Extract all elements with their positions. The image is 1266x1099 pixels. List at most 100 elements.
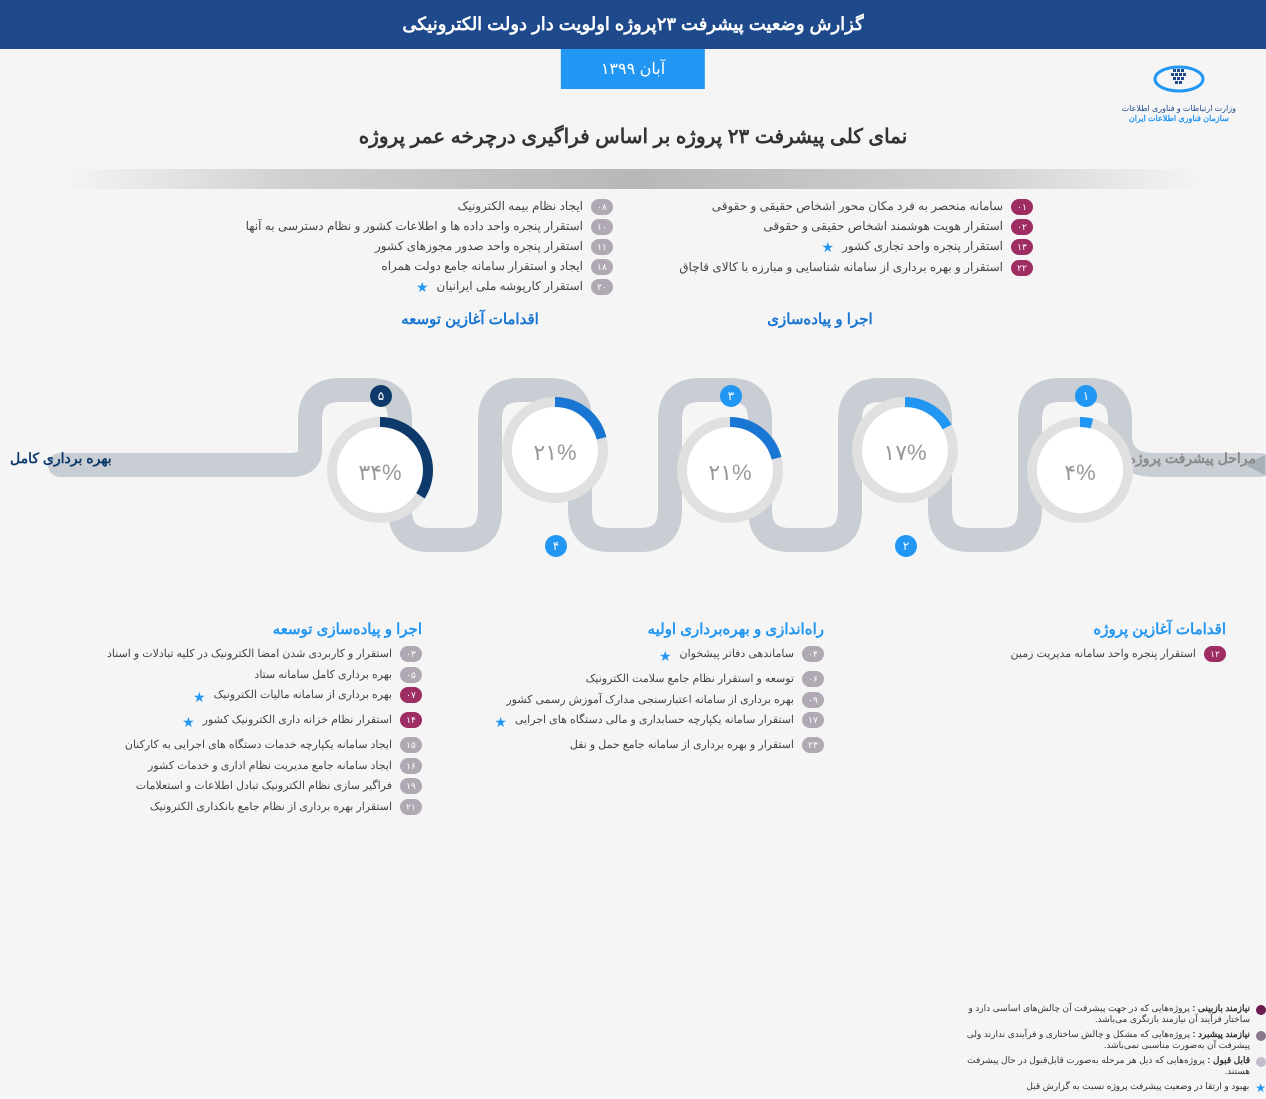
- project-number-badge: ۰۵: [400, 667, 422, 683]
- project-number-badge: ۰۹: [802, 692, 824, 708]
- project-number-badge: ۲۲: [1011, 260, 1033, 276]
- project-number-badge: ۲۱: [400, 799, 422, 815]
- project-row: ۰۸ ایجاد نظام بیمه الکترونیک: [233, 199, 613, 215]
- project-text: استقرار پنجره واحد سامانه مدیریت زمین: [1011, 646, 1196, 663]
- project-row: ۱۷ استقرار سامانه یکپارچه حسابداری و مال…: [442, 712, 824, 733]
- project-row: ۱۱ استقرار پنجره واحد صدور مجوزهای کشور: [233, 239, 613, 255]
- legend-item: ★ بهبود و ارتقا در وضعیت پیشرفت پروژه نس…: [946, 1081, 1266, 1095]
- improvement-star-icon: ★: [821, 239, 834, 256]
- project-number-badge: ۲۳: [802, 737, 824, 753]
- progress-percent: ۴%: [1064, 460, 1095, 486]
- project-row: ۲۱ استقرار بهره برداری از نظام جامع بانک…: [40, 799, 422, 816]
- main-title: نمای کلی پیشرفت ۲۳ پروژه بر اساس فراگیری…: [359, 124, 908, 149]
- column-title: اقدامات آغازین پروژه: [844, 620, 1226, 638]
- column-title: اجرا و پیاده‌سازی توسعه: [40, 620, 422, 638]
- project-row: ۰۳ استقرار و کاربردی شدن امضا الکترونیک …: [40, 646, 422, 663]
- project-number-badge: ۱۸: [591, 259, 613, 275]
- progress-donut: ۳۴%: [320, 415, 440, 530]
- legend-item: نیازمند پیشبرد : پروژه‌هایی که مشکل و چا…: [946, 1029, 1266, 1051]
- project-row: ۱۸ ایجاد و استقرار سامانه جامع دولت همرا…: [233, 259, 613, 275]
- legend-dot: [1256, 1057, 1266, 1067]
- project-number-badge: ۲۰: [591, 279, 613, 295]
- top-project-lists: ۰۱ سامانه منحصر به فرد مکان محور اشخاص ح…: [40, 199, 1226, 300]
- org-name-1: وزارت ارتباطات و فناوری اطلاعات: [1122, 104, 1236, 114]
- project-number-badge: ۱۱: [591, 239, 613, 255]
- improvement-star-icon: ★: [193, 687, 206, 708]
- project-row: ۱۵ ایجاد سامانه یکپارچه خدمات دستگاه های…: [40, 737, 422, 754]
- project-row: ۲۲ استقرار و بهره برداری از سامانه شناسا…: [653, 260, 1033, 276]
- top-right-column: ۰۱ سامانه منحصر به فرد مکان محور اشخاص ح…: [653, 199, 1033, 300]
- improvement-star-icon: ★: [182, 712, 195, 733]
- bottom-column: اجرا و پیاده‌سازی توسعه ۰۳ استقرار و کار…: [40, 620, 422, 819]
- sub-header: آبان ۱۳۹۹ وزارت ارتباطات و فناوری اطلاعا…: [0, 49, 1266, 169]
- project-number-badge: ۱۴: [400, 712, 422, 728]
- project-number-badge: ۱۶: [400, 758, 422, 774]
- project-row: ۲۳ استقرار و بهره برداری از سامانه جامع …: [442, 737, 824, 754]
- project-text: ساماندهی دفاتر پیشخوان: [680, 646, 794, 663]
- legend-dot: [1256, 1005, 1266, 1015]
- project-text: استقرار هویت هوشمند اشخاص حقیقی و حقوقی: [763, 219, 1003, 233]
- project-text: استقرار بهره برداری از نظام جامع بانکدار…: [150, 799, 392, 816]
- project-row: ۱۲ استقرار پنجره واحد سامانه مدیریت زمین: [844, 646, 1226, 663]
- project-number-badge: ۱۳: [1011, 239, 1033, 255]
- header-title: گزارش وضعیت پیشرفت ۲۳پروژه اولویت دار دو…: [402, 14, 863, 34]
- project-number-badge: ۱۵: [400, 737, 422, 753]
- date-badge: آبان ۱۳۹۹: [561, 49, 705, 89]
- top-left-column: ۰۸ ایجاد نظام بیمه الکترونیک ۱۰ استقرار …: [233, 199, 613, 300]
- project-row: ۰۵ بهره برداری کامل سامانه ستاد: [40, 667, 422, 684]
- stage-circles: ۴% ۱ ۱۷% ۲ ۲۱% ۳ ۲۱% ۴ ۳۴% ۵: [40, 320, 1226, 600]
- project-text: استقرار و کاربردی شدن امضا الکترونیک در …: [107, 646, 392, 663]
- legend-star-icon: ★: [1255, 1081, 1266, 1095]
- project-text: استقرار کارپوشه ملی ایرانیان: [437, 279, 583, 293]
- project-number-badge: ۱۷: [802, 712, 824, 728]
- project-text: توسعه و استقرار نظام جامع سلامت الکترونی…: [586, 671, 794, 688]
- improvement-star-icon: ★: [659, 646, 672, 667]
- legend: نیازمند بازبینی : پروژه‌هایی که در جهت پ…: [946, 1003, 1266, 1099]
- project-number-badge: ۰۱: [1011, 199, 1033, 215]
- project-number-badge: ۱۰: [591, 219, 613, 235]
- project-row: ۱۹ فراگیر سازی نظام الکترونیک تبادل اطلا…: [40, 778, 422, 795]
- improvement-star-icon: ★: [416, 279, 429, 296]
- project-text: استقرار پنجره واحد داده ها و اطلاعات کشو…: [246, 219, 583, 233]
- project-text: استقرار و بهره برداری از سامانه شناسایی …: [679, 260, 1003, 274]
- project-text: استقرار پنجره واحد تجاری کشور: [842, 239, 1003, 253]
- logo-icon: [1149, 59, 1209, 99]
- org-logo: وزارت ارتباطات و فناوری اطلاعات سازمان ف…: [1122, 59, 1236, 125]
- project-text: بهره برداری کامل سامانه ستاد: [254, 667, 392, 684]
- stage-number-badge: ۵: [370, 385, 392, 407]
- project-text: استقرار نظام خزانه داری الکترونیک کشور: [203, 712, 392, 729]
- project-row: ۰۶ توسعه و استقرار نظام جامع سلامت الکتر…: [442, 671, 824, 688]
- project-row: ۲۰ استقرار کارپوشه ملی ایرانیان ★: [233, 279, 613, 296]
- lifecycle-wave: مراحل پیشرفت پروژه بهره برداری کامل اجرا…: [40, 320, 1226, 600]
- project-text: بهره برداری از سامانه مالیات الکترونیک: [214, 687, 392, 704]
- project-number-badge: ۰۸: [591, 199, 613, 215]
- bottom-column: راه‌اندازی و بهره‌برداری اولیه ۰۴ ساماند…: [442, 620, 824, 819]
- project-text: ایجاد و استقرار سامانه جامع دولت همراه: [381, 259, 583, 273]
- legend-item: قابل قبول : پروژه‌هایی که ذیل هر مرحله ب…: [946, 1055, 1266, 1077]
- legend-text: بهبود و ارتقا در وضعیت پیشرفت پروژه نسبت…: [1026, 1081, 1249, 1095]
- project-number-badge: ۰۲: [1011, 219, 1033, 235]
- project-number-badge: ۰۳: [400, 646, 422, 662]
- project-text: استقرار پنجره واحد صدور مجوزهای کشور: [375, 239, 583, 253]
- project-text: استقرار و بهره برداری از سامانه جامع حمل…: [570, 737, 794, 754]
- stage-number-badge: ۳: [720, 385, 742, 407]
- project-row: ۰۷ بهره برداری از سامانه مالیات الکترونی…: [40, 687, 422, 708]
- column-title: راه‌اندازی و بهره‌برداری اولیه: [442, 620, 824, 638]
- project-row: ۱۰ استقرار پنجره واحد داده ها و اطلاعات …: [233, 219, 613, 235]
- project-row: ۰۴ ساماندهی دفاتر پیشخوان ★: [442, 646, 824, 667]
- project-row: ۱۳ استقرار پنجره واحد تجاری کشور ★: [653, 239, 1033, 256]
- stage-number-badge: ۱: [1075, 385, 1097, 407]
- project-number-badge: ۰۷: [400, 687, 422, 703]
- bottom-column: اقدامات آغازین پروژه ۱۲ استقرار پنجره وا…: [844, 620, 1226, 819]
- legend-text: نیازمند بازبینی : پروژه‌هایی که در جهت پ…: [946, 1003, 1250, 1025]
- project-text: بهره برداری از سامانه اعتبارسنجی مدارک آ…: [506, 692, 794, 709]
- project-row: ۱۴ استقرار نظام خزانه داری الکترونیک کشو…: [40, 712, 422, 733]
- project-text: فراگیر سازی نظام الکترونیک تبادل اطلاعات…: [136, 778, 392, 795]
- content-area: ۰۱ سامانه منحصر به فرد مکان محور اشخاص ح…: [0, 199, 1266, 819]
- progress-percent: ۲۱%: [533, 440, 576, 466]
- project-text: ایجاد سامانه جامع مدیریت نظام اداری و خد…: [148, 758, 392, 775]
- project-text: استقرار سامانه یکپارچه حسابداری و مالی د…: [515, 712, 794, 729]
- improvement-star-icon: ★: [494, 712, 507, 733]
- project-number-badge: ۰۶: [802, 671, 824, 687]
- progress-percent: ۱۷%: [883, 440, 926, 466]
